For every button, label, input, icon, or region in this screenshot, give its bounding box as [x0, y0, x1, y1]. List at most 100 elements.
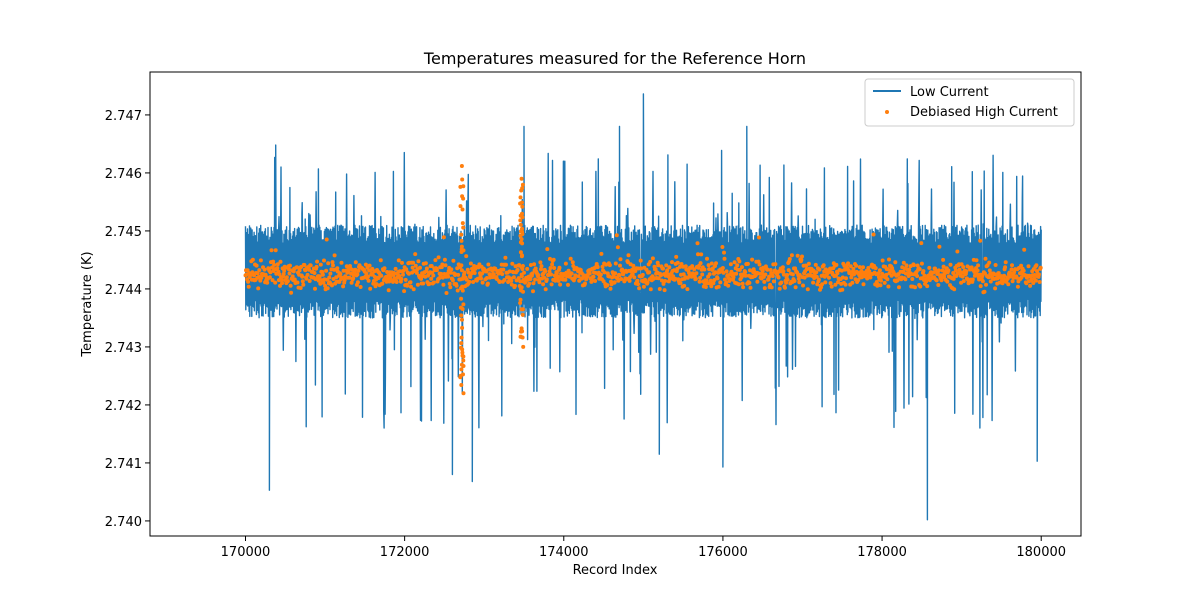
scatter-point [885, 277, 890, 282]
scatter-point [255, 271, 260, 276]
scatter-point [1034, 263, 1039, 268]
scatter-point [459, 335, 464, 340]
scatter-point [544, 277, 549, 282]
scatter-point [880, 258, 885, 263]
scatter-point [757, 262, 762, 267]
scatter-point [533, 266, 538, 271]
scatter-point [355, 280, 360, 285]
scatter-point [347, 275, 352, 280]
scatter-point [910, 277, 915, 281]
scatter-point [939, 278, 944, 283]
scatter-point [882, 280, 887, 285]
scatter-point [491, 272, 496, 277]
scatter-point [785, 273, 790, 277]
scatter-point [421, 281, 426, 286]
x-axis: 170000 172000 174000 176000 178000 180000 [221, 536, 1066, 560]
scatter-point [460, 350, 465, 355]
scatter-point [656, 263, 661, 268]
scatter-point [718, 280, 723, 285]
scatter-point [424, 266, 429, 271]
scatter-point [270, 278, 275, 283]
scatter-point [724, 280, 729, 285]
scatter-point [988, 279, 993, 284]
scatter-point [768, 268, 773, 272]
scatter-point [415, 282, 420, 287]
scatter-point [735, 263, 740, 268]
scatter-point [783, 285, 787, 290]
scatter-point [737, 267, 742, 272]
scatter-point [678, 281, 683, 286]
scatter-point [726, 283, 731, 288]
scatter-point [799, 257, 804, 262]
scatter-point [750, 257, 755, 262]
scatter-point [338, 272, 343, 277]
scatter-point [280, 281, 285, 286]
scatter-point [670, 260, 674, 265]
scatter-point [700, 272, 705, 277]
scatter-point [298, 286, 303, 290]
scatter-point [275, 266, 280, 271]
scatter-point [1001, 276, 1006, 281]
scatter-point [307, 279, 312, 283]
scatter-point [468, 261, 473, 266]
scatter-point [538, 260, 543, 265]
scatter-point [374, 282, 379, 287]
scatter-point [1010, 279, 1015, 284]
scatter-point [324, 237, 329, 242]
scatter-point [258, 258, 263, 263]
scatter-point [709, 261, 714, 266]
scatter-point [593, 279, 598, 283]
scatter-point [410, 265, 415, 270]
scatter-point [414, 270, 419, 275]
scatter-point [259, 275, 264, 280]
scatter-point [441, 235, 446, 240]
scatter-point [459, 263, 464, 268]
scatter-point [789, 253, 794, 258]
scatter-point [520, 264, 525, 268]
scatter-point [936, 268, 941, 273]
scatter-point [250, 257, 255, 262]
scatter-point [443, 263, 448, 268]
scatter-point [781, 272, 786, 277]
scatter-point [537, 280, 542, 285]
scatter-point [464, 254, 469, 259]
scatter-point [325, 286, 330, 291]
scatter-point [762, 279, 767, 284]
scatter-point [351, 276, 356, 281]
scatter-point [871, 232, 876, 237]
scatter-point [368, 286, 373, 291]
scatter-point [638, 258, 643, 263]
scatter-point [662, 288, 667, 293]
scatter-point [879, 278, 883, 283]
y-axis: 2.740 2.741 2.742 2.743 2.744 2.745 2.746 2.747 [105, 109, 150, 530]
scatter-point [982, 289, 987, 294]
scatter-point [796, 276, 801, 281]
scatter-point [326, 261, 331, 266]
scatter-point [823, 280, 828, 285]
scatter-point [284, 275, 289, 280]
scatter-point [454, 283, 459, 288]
scatter-point [583, 281, 587, 286]
scatter-point [797, 280, 802, 285]
scatter-point [533, 277, 538, 282]
scatter-point [449, 267, 454, 272]
scatter-point [711, 281, 716, 286]
scatter-point [262, 267, 267, 272]
scatter-point [418, 265, 422, 270]
scatter-point [321, 280, 326, 285]
scatter-point [945, 279, 950, 284]
scatter-point [706, 263, 711, 268]
scatter-point [645, 280, 650, 285]
scatter-point [919, 261, 924, 266]
scatter-point [313, 286, 317, 291]
scatter-point [919, 241, 924, 246]
plot-area [243, 93, 1043, 521]
scatter-point [442, 257, 447, 262]
scatter-point [520, 312, 525, 317]
scatter-point [380, 281, 385, 286]
scatter-point [518, 218, 523, 223]
scatter-point [937, 244, 942, 249]
scatter-point [392, 271, 396, 275]
scatter-point [674, 254, 679, 259]
